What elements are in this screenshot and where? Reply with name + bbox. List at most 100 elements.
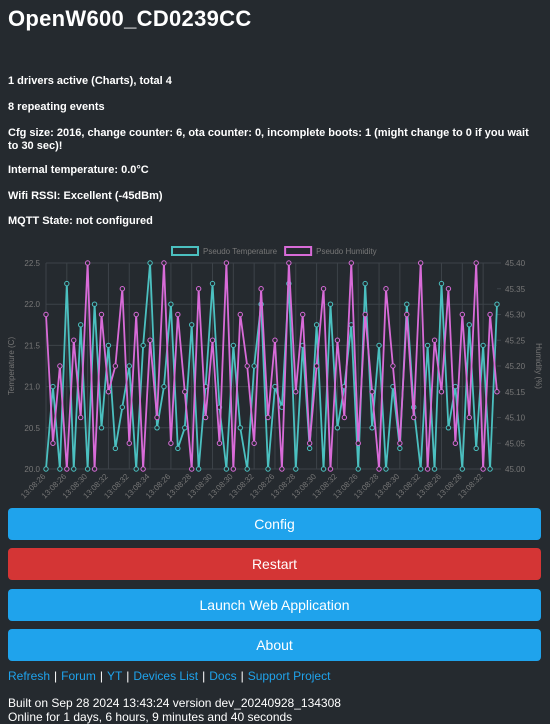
data-point xyxy=(230,466,237,472)
link-separator: | xyxy=(54,669,58,683)
status-line: Cfg size: 2016, change counter: 6, ota c… xyxy=(8,127,529,152)
data-point xyxy=(459,311,466,318)
data-point xyxy=(112,363,119,369)
nav-link[interactable]: Forum xyxy=(61,669,96,683)
config-button[interactable]: Config xyxy=(8,508,541,540)
data-point xyxy=(286,260,292,266)
data-point xyxy=(244,466,250,472)
data-point xyxy=(334,425,341,431)
data-point xyxy=(154,425,160,431)
data-point xyxy=(147,337,153,343)
data-point xyxy=(445,425,452,431)
y-tick-label: 22.5 xyxy=(24,259,40,268)
data-point xyxy=(279,466,285,472)
data-point xyxy=(487,311,493,318)
data-point xyxy=(397,445,403,452)
about-button[interactable]: About xyxy=(8,629,541,661)
data-point xyxy=(98,425,105,431)
data-point xyxy=(480,342,486,349)
data-point xyxy=(84,260,91,266)
status-line: 1 drivers active (Charts), total 4 xyxy=(8,75,172,87)
data-point xyxy=(202,414,209,421)
data-point xyxy=(369,389,375,395)
data-point xyxy=(182,389,188,395)
y-tick-label: 21.5 xyxy=(24,341,40,350)
status-line: MQTT State: not configured xyxy=(8,215,153,227)
series-line xyxy=(45,262,498,470)
data-point xyxy=(383,466,389,472)
data-point xyxy=(452,383,459,390)
data-point xyxy=(133,466,139,472)
data-point xyxy=(251,440,257,446)
data-point xyxy=(71,466,77,472)
data-point xyxy=(209,280,216,287)
data-point xyxy=(411,414,417,421)
launch-button[interactable]: Launch Web Application xyxy=(8,589,541,621)
y-tick-label: 20.5 xyxy=(24,424,40,433)
data-point xyxy=(77,322,84,328)
data-point xyxy=(404,301,410,307)
legend-swatch xyxy=(284,246,313,256)
data-point xyxy=(64,466,70,472)
data-point xyxy=(306,440,313,446)
data-point xyxy=(376,466,382,472)
data-point xyxy=(175,311,181,318)
data-point xyxy=(182,425,188,431)
legend-label: Pseudo Humidity xyxy=(316,247,376,256)
y-tick-label: 20.0 xyxy=(24,465,40,474)
status-line: 8 repeating events xyxy=(8,101,105,113)
nav-link[interactable]: Support Project xyxy=(247,669,331,683)
legend-label: Pseudo Temperature xyxy=(203,247,278,256)
data-point xyxy=(119,286,126,292)
data-point xyxy=(459,466,466,472)
data-point xyxy=(91,301,98,307)
data-point xyxy=(466,414,472,421)
data-point xyxy=(216,440,223,446)
chart: 20.0 20.5 21.0 21.5 22.0 22.5 45.00 45.05 45.10 4… xyxy=(7,246,543,500)
data-point xyxy=(480,466,486,472)
link-separator: | xyxy=(202,669,206,683)
data-point xyxy=(189,322,195,328)
status-line: Internal temperature: 0.0°C xyxy=(8,164,149,176)
y2-tick-label: 45.25 xyxy=(505,336,526,345)
data-point xyxy=(140,342,146,349)
status-line: Wifi RSSI: Excellent (-45dBm) xyxy=(8,190,163,202)
nav-link[interactable]: Refresh xyxy=(8,669,51,683)
y2-tick-label: 45.40 xyxy=(505,259,526,268)
data-point xyxy=(84,466,91,472)
data-point xyxy=(341,414,348,421)
legend-swatch xyxy=(171,246,199,256)
data-point xyxy=(355,440,361,446)
data-point xyxy=(362,280,368,287)
data-point xyxy=(417,466,424,472)
link-separator: | xyxy=(240,669,244,683)
data-point xyxy=(189,466,195,472)
data-point xyxy=(43,466,49,472)
data-point xyxy=(438,280,445,287)
data-point xyxy=(265,466,271,472)
data-point xyxy=(417,260,424,266)
y2-tick-label: 45.15 xyxy=(505,388,526,397)
data-point xyxy=(119,404,126,410)
data-point xyxy=(57,466,63,472)
data-point xyxy=(313,322,320,328)
data-point xyxy=(473,260,479,266)
data-point xyxy=(147,260,153,266)
series-line xyxy=(45,262,498,470)
data-point xyxy=(168,301,174,307)
nav-link[interactable]: Docs xyxy=(209,669,237,683)
restart-button[interactable]: Restart xyxy=(8,548,541,580)
data-point xyxy=(209,337,216,343)
y2-tick-label: 45.30 xyxy=(505,311,526,320)
data-point xyxy=(438,389,445,395)
data-point xyxy=(126,440,132,446)
y2-tick-label: 45.05 xyxy=(505,439,526,448)
nav-link[interactable]: YT xyxy=(106,669,123,683)
y-axis-title: Temperature (C) xyxy=(7,337,16,396)
data-point xyxy=(390,363,396,369)
data-point xyxy=(293,466,299,472)
data-point xyxy=(237,311,243,318)
data-point xyxy=(258,286,264,292)
nav-link[interactable]: Devices List xyxy=(133,669,199,683)
data-point xyxy=(383,286,389,292)
